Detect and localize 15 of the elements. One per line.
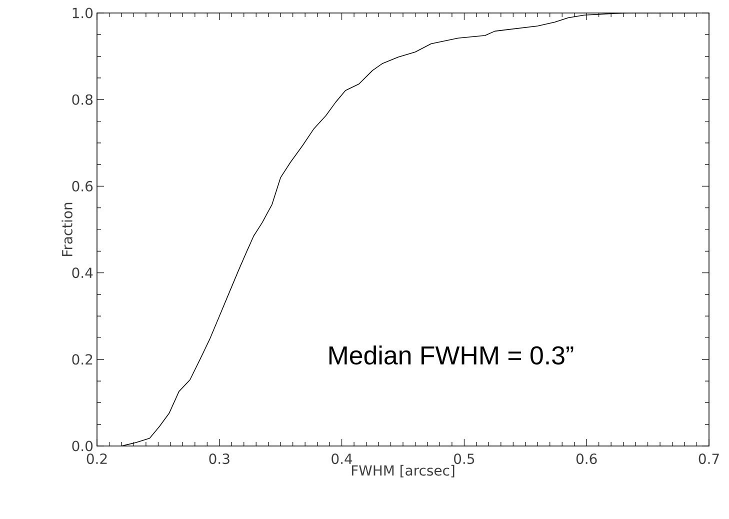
x-tick-label: 0.4	[332, 454, 352, 464]
x-tick-label: 0.2	[86, 454, 107, 464]
y-tick-label: 0.6	[72, 180, 93, 192]
y-tick-label: 0.8	[72, 94, 93, 105]
x-axis-title: FWHM [arcsec]	[352, 464, 454, 478]
y-tick-label: 0.4	[72, 268, 93, 278]
annotation: Median FWHM = 0.3”	[329, 346, 574, 365]
x-tick-label: 0.3	[209, 454, 230, 464]
x-tick-label: 0.6	[576, 454, 597, 464]
y-axis-title: Fraction	[62, 202, 72, 256]
y-tick-label: 0.2	[72, 354, 92, 365]
x-tick-label: 0.7	[698, 454, 719, 464]
y-tick-label: 0.0	[72, 440, 93, 452]
x-tick-label: 0.5	[454, 454, 474, 464]
y-tick-label: 1.0	[72, 8, 93, 18]
